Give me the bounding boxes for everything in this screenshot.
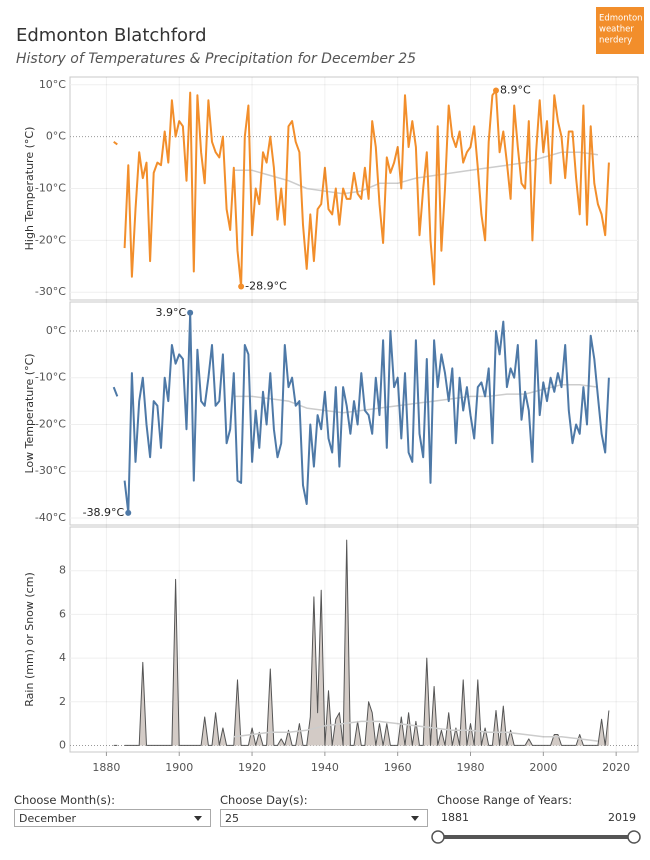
y-tick-label: -20°C: [35, 233, 66, 246]
area-fill: [124, 540, 609, 746]
y-tick-label: -10°C: [35, 371, 66, 384]
x-tick-label: 1920: [238, 761, 266, 774]
dashboard: Edmonton Blatchford History of Temperatu…: [16, 7, 644, 774]
years-max: 2019: [608, 811, 636, 824]
y-tick-label: 10°C: [39, 78, 66, 91]
data-label: 8.9°C: [500, 83, 531, 96]
y-axis-title: Rain (mm) or Snow (cm): [23, 572, 36, 706]
y-tick-label: 6: [59, 607, 66, 620]
month-label: Choose Month(s):: [14, 793, 115, 807]
highlight-point: [125, 509, 132, 516]
y-tick-label: -10°C: [35, 182, 66, 195]
highlight-point: [238, 283, 245, 290]
area-line: [113, 539, 610, 746]
panel-frame: [69, 526, 639, 753]
day-dropdown[interactable]: 25: [220, 809, 428, 827]
month-value: December: [19, 812, 77, 825]
y-tick-label: -30°C: [35, 285, 66, 298]
logo-text: Edmonton: [599, 14, 643, 24]
y-tick-label: 0°C: [46, 130, 66, 143]
title: Edmonton Blatchford: [16, 25, 207, 46]
y-tick-label: -40°C: [35, 511, 66, 524]
x-tick-label: 2000: [529, 761, 557, 774]
day-label: Choose Day(s):: [220, 793, 308, 807]
data-label: 3.9°C: [155, 306, 186, 319]
y-tick-label: -30°C: [35, 464, 66, 477]
x-tick-label: 1880: [92, 761, 120, 774]
y-tick-label: 0: [59, 738, 66, 751]
y-tick-label: 0°C: [46, 324, 66, 337]
x-tick-label: 1960: [384, 761, 412, 774]
years-min: 1881: [441, 811, 469, 824]
logo-text: weather: [599, 25, 634, 35]
y-tick-label: -20°C: [35, 417, 66, 430]
y-tick-label: 2: [59, 695, 66, 708]
x-tick-label: 2020: [602, 761, 630, 774]
data-label: -28.9°C: [245, 280, 287, 293]
logo-box: [596, 7, 644, 54]
y-tick-label: 4: [59, 651, 66, 664]
highlight-point: [187, 309, 194, 316]
y-axis-title: Low Temperature (°C): [23, 353, 36, 473]
day-value: 25: [225, 812, 239, 825]
x-tick-label: 1900: [165, 761, 193, 774]
slider-handle[interactable]: [627, 830, 641, 844]
line: [112, 311, 610, 514]
x-tick-label: 1940: [311, 761, 339, 774]
subtitle: History of Temperatures & Precipitation …: [16, 51, 416, 67]
y-tick-label: 8: [59, 564, 66, 577]
logo-text: nerdery: [599, 36, 632, 46]
highlight-point: [493, 87, 499, 94]
line: [113, 89, 610, 288]
line: [233, 720, 598, 742]
data-label: -38.9°C: [83, 506, 125, 519]
panel-frame: [69, 301, 639, 526]
month-dropdown[interactable]: December: [14, 809, 211, 827]
line: [233, 151, 599, 195]
x-tick-label: 1980: [457, 761, 485, 774]
y-axis-title: High Temperature (°C): [23, 127, 36, 251]
years-label: Choose Range of Years:: [437, 793, 573, 807]
slider-handle[interactable]: [431, 830, 445, 844]
